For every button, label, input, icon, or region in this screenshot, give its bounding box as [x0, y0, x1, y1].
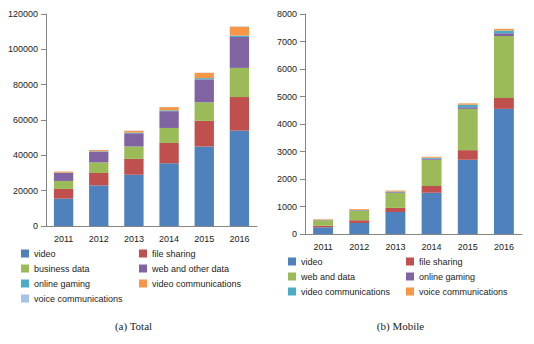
svg-text:video: video	[34, 249, 56, 259]
svg-text:(a) Total: (a) Total	[115, 320, 152, 333]
svg-text:web and other data: web and other data	[151, 264, 229, 274]
svg-text:2013: 2013	[124, 234, 144, 244]
svg-text:2016: 2016	[494, 242, 514, 252]
svg-text:1000: 1000	[277, 202, 297, 212]
svg-text:8000: 8000	[277, 9, 297, 19]
svg-text:20000: 20000	[13, 186, 38, 196]
svg-text:2015: 2015	[458, 242, 478, 252]
svg-text:online gaming: online gaming	[34, 279, 90, 289]
svg-text:2012: 2012	[89, 234, 109, 244]
svg-text:2016: 2016	[229, 234, 249, 244]
svg-text:2013: 2013	[385, 242, 405, 252]
svg-text:2000: 2000	[277, 174, 297, 184]
svg-text:2011: 2011	[54, 234, 73, 244]
svg-text:2011: 2011	[313, 242, 332, 252]
svg-text:2014: 2014	[422, 242, 442, 252]
svg-text:80000: 80000	[13, 80, 38, 90]
svg-text:7000: 7000	[277, 37, 297, 47]
svg-text:file sharing: file sharing	[152, 249, 196, 259]
svg-text:voice communications: voice communications	[34, 294, 123, 304]
svg-text:6000: 6000	[277, 64, 297, 74]
svg-text:web and data: web and data	[300, 272, 355, 282]
svg-text:2014: 2014	[159, 234, 179, 244]
svg-text:online gaming: online gaming	[419, 272, 475, 282]
svg-text:100000: 100000	[8, 44, 38, 54]
svg-text:voice communications: voice communications	[419, 287, 508, 297]
svg-text:2012: 2012	[349, 242, 369, 252]
svg-text:0: 0	[33, 221, 38, 231]
svg-text:video communications: video communications	[152, 279, 242, 289]
svg-text:2015: 2015	[194, 234, 214, 244]
svg-text:video communications: video communications	[301, 287, 391, 297]
svg-text:video: video	[301, 257, 323, 267]
svg-text:(b) Mobile: (b) Mobile	[377, 320, 424, 333]
svg-text:4000: 4000	[277, 119, 297, 129]
svg-text:business data: business data	[34, 264, 90, 274]
svg-text:3000: 3000	[277, 147, 297, 157]
svg-text:120000: 120000	[8, 9, 38, 19]
svg-text:60000: 60000	[13, 115, 38, 125]
svg-text:40000: 40000	[13, 150, 38, 160]
svg-text:5000: 5000	[277, 92, 297, 102]
svg-text:0: 0	[292, 229, 297, 239]
svg-text:file sharing: file sharing	[419, 257, 463, 267]
